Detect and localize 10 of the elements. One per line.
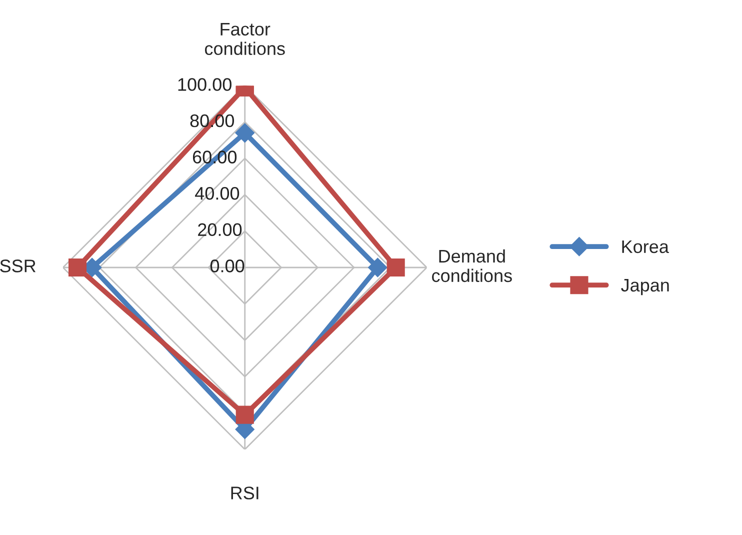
y-tick-label: 20.00 (198, 223, 242, 236)
spoke-label: Demand conditions (432, 249, 512, 282)
y-tick-label: 100.00 (178, 78, 232, 91)
legend-label: Korea (622, 240, 669, 254)
spoke-label: RSI (231, 486, 258, 500)
y-tick-label: 40.00 (195, 186, 240, 200)
spoke-label: Factor conditions (204, 22, 285, 56)
legend-label: Japan (621, 278, 669, 296)
y-tick-label: 0.00 (210, 260, 244, 272)
spoke-label: SSR (0, 260, 36, 272)
